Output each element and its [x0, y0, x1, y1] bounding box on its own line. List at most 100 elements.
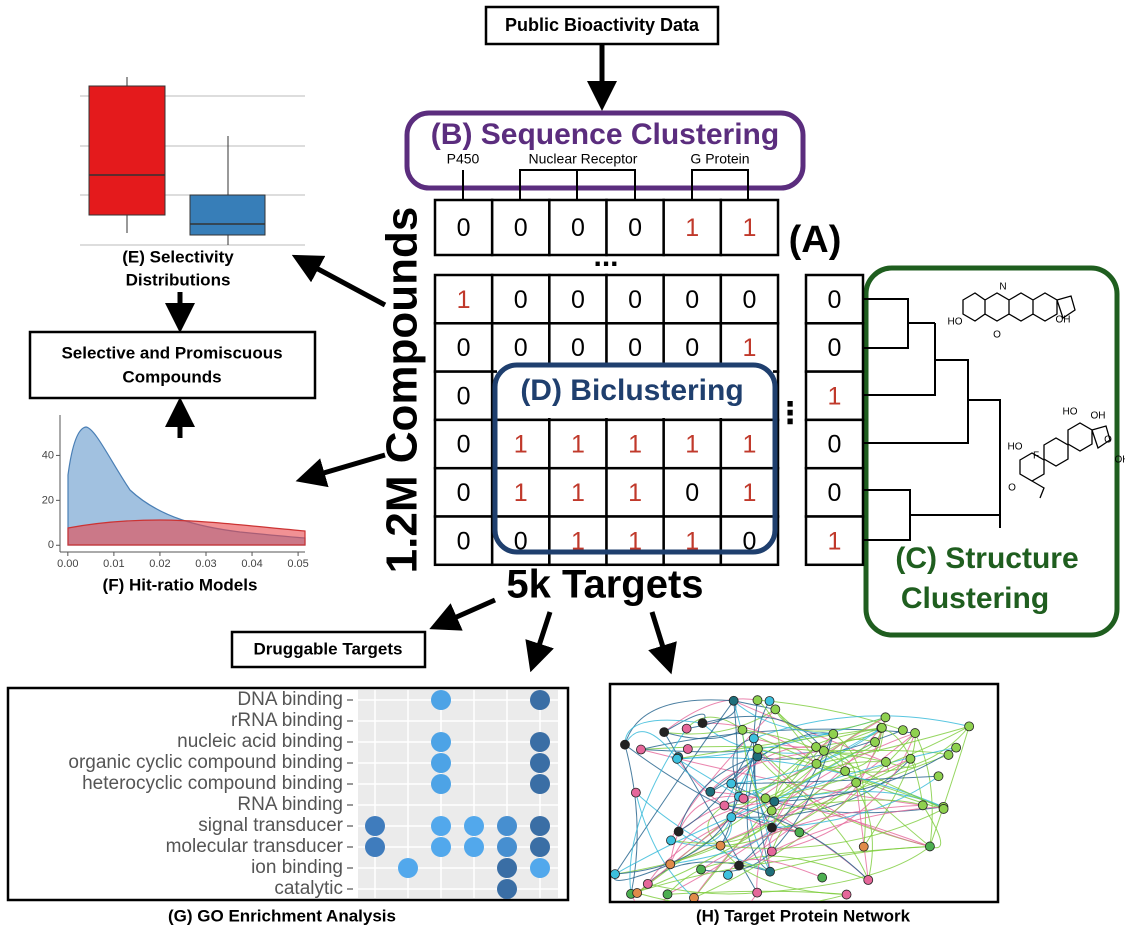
druggable-label: Druggable Targets	[254, 639, 403, 658]
cell-value: 0	[457, 382, 471, 410]
network-node	[738, 793, 749, 804]
network-node	[910, 728, 920, 738]
cell-value: 0	[685, 286, 699, 314]
cell-value: 0	[628, 286, 642, 314]
go-term: DNA binding	[237, 689, 343, 710]
network-node	[769, 796, 780, 807]
caption: (F) Hit-ratio Models	[103, 575, 258, 594]
network-edge	[742, 729, 846, 772]
network-node	[925, 841, 935, 852]
network-node	[697, 718, 708, 729]
box	[88, 85, 166, 216]
x-tick-label: 0.01	[103, 558, 124, 570]
atom-label: O	[1104, 435, 1112, 446]
network-node	[818, 745, 829, 756]
network-edge	[914, 732, 933, 847]
network-edge	[844, 770, 931, 847]
cell-value: 0	[457, 527, 471, 555]
matrix-cell	[804, 515, 865, 567]
arrow	[295, 452, 386, 488]
matrix-cell	[804, 322, 865, 373]
column-axis-label: 5k Targets	[506, 563, 703, 607]
structure-dendrogram	[863, 298, 1001, 541]
go-dot	[431, 690, 451, 710]
background-layer: Public Bioactivity Data (B) Sequence Clu…	[6, 5, 1120, 925]
matrix-cell	[804, 370, 865, 422]
cell-value: 0	[571, 214, 585, 242]
go-dot	[497, 837, 517, 857]
network-node	[726, 812, 737, 823]
cell-value: 1	[742, 334, 756, 362]
bicluster-cover	[497, 367, 773, 418]
cell-value: 1	[628, 479, 642, 507]
matrix-cell	[804, 418, 865, 470]
cell-value: 1	[742, 479, 756, 507]
network-node	[630, 787, 641, 798]
network-edge	[678, 816, 732, 844]
network-edge	[720, 808, 944, 849]
network-node	[897, 725, 908, 736]
network-edge	[845, 726, 970, 773]
network-node	[760, 793, 771, 804]
source-label: Public Bioactivity Data	[505, 15, 700, 35]
network-node	[611, 869, 620, 880]
network-edge	[738, 855, 869, 881]
cell-value: 1	[828, 527, 842, 555]
network-node	[642, 878, 653, 889]
network	[611, 695, 975, 901]
network-edge	[771, 761, 886, 828]
network-edge	[702, 722, 817, 765]
go-term: heterocyclic compound binding	[82, 773, 343, 794]
go-term: RNA binding	[237, 794, 343, 815]
cell-value: 0	[628, 214, 642, 242]
network-node	[726, 778, 737, 789]
network-node	[723, 869, 733, 880]
network-edge	[700, 804, 923, 870]
go-term: rRNA binding	[231, 710, 343, 731]
network-edge	[629, 728, 688, 894]
network-edge	[753, 715, 970, 739]
network-node	[881, 757, 891, 767]
network-node	[933, 771, 944, 782]
network-node	[811, 742, 821, 752]
network-edge	[731, 727, 883, 785]
network-edge	[730, 746, 817, 784]
network-node	[748, 733, 759, 744]
network-edge	[664, 708, 776, 735]
matrix-cell	[490, 515, 551, 567]
structure-clustering-title: Clustering	[901, 582, 1049, 615]
go-dot	[530, 858, 550, 878]
cell-value: 0	[628, 334, 642, 362]
cell-value: 0	[514, 286, 528, 314]
structure-clustering-box	[863, 265, 1120, 638]
network-edge	[647, 883, 758, 895]
x-tick-label: 0.00	[57, 558, 78, 570]
network-edge	[669, 795, 740, 865]
matrix-cell	[433, 515, 494, 567]
cell-value: 1	[571, 479, 585, 507]
network-edge	[630, 845, 930, 895]
sequence-dendrogram	[462, 169, 749, 200]
network-node	[636, 744, 646, 755]
network-edge	[669, 800, 775, 865]
network-edge	[774, 747, 957, 802]
cell-value: 0	[457, 214, 471, 242]
x-tick-label: 0.04	[241, 558, 262, 570]
go-dot	[530, 753, 550, 773]
go-dot	[497, 858, 517, 878]
network-edge	[614, 796, 740, 875]
network-edge	[757, 846, 931, 894]
cell-value: 1	[514, 431, 528, 459]
selective-label: Compounds	[122, 367, 221, 386]
network-edge	[816, 716, 886, 765]
network-edge	[635, 792, 695, 899]
druggable-box	[230, 630, 427, 669]
network-node	[811, 758, 822, 769]
matrix-cell	[490, 198, 551, 257]
cell-value: 1	[828, 382, 842, 410]
network-node	[951, 742, 962, 753]
network-node	[705, 786, 716, 797]
network-edge	[670, 754, 949, 865]
atom-label: F	[1033, 451, 1039, 462]
network-edge	[663, 698, 758, 733]
